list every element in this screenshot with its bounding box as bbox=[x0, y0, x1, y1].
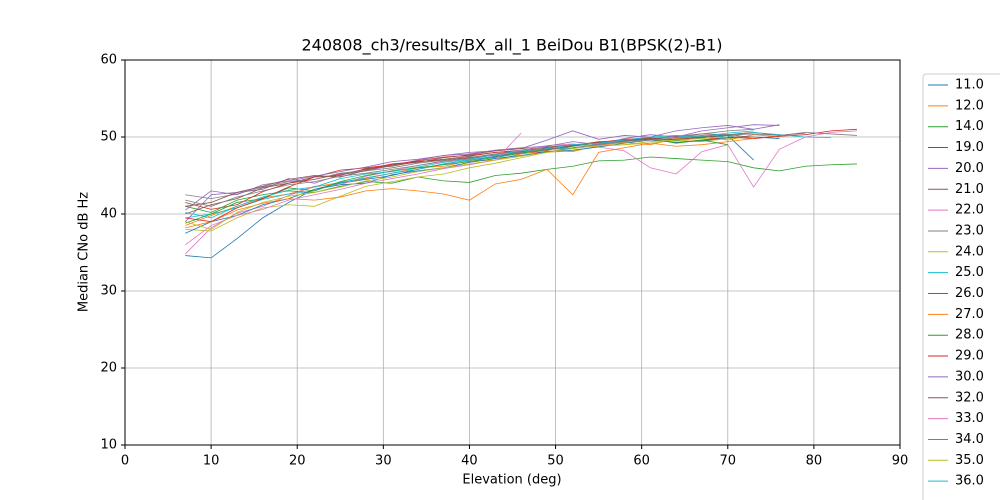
y-tick-label: 30 bbox=[100, 284, 117, 299]
x-tick-label: 0 bbox=[121, 454, 129, 469]
legend-label: 23.0 bbox=[955, 223, 984, 238]
series-line bbox=[184, 130, 857, 255]
x-tick-label: 60 bbox=[633, 454, 650, 469]
legend-label: 28.0 bbox=[955, 328, 984, 343]
x-tick-label: 70 bbox=[720, 454, 737, 469]
legend-label: 34.0 bbox=[955, 432, 984, 447]
y-tick-label: 60 bbox=[100, 53, 117, 68]
legend: 11.0 12.0 14.0 19.0 20.0 21.0 22.0 23.0 24.0 25.0… bbox=[922, 73, 1000, 500]
series-line bbox=[185, 131, 857, 207]
chart-title: 240808_ch3/results/BX_all_1 BeiDou B1(BP… bbox=[301, 36, 722, 56]
legend-label: 11.0 bbox=[955, 78, 984, 93]
y-tick-label: 40 bbox=[100, 207, 117, 222]
legend-label: 35.0 bbox=[955, 453, 984, 468]
legend-label: 32.0 bbox=[955, 390, 984, 405]
x-tick-label: 20 bbox=[289, 454, 306, 469]
series-line bbox=[185, 138, 754, 229]
x-tick-label: 10 bbox=[203, 454, 220, 469]
x-tick-label: 40 bbox=[461, 454, 478, 469]
legend-label: 33.0 bbox=[955, 411, 984, 426]
series-line bbox=[185, 132, 522, 246]
x-tick-label: 80 bbox=[806, 454, 823, 469]
legend-label: 26.0 bbox=[955, 286, 984, 301]
series-line bbox=[185, 135, 754, 207]
legend-label: 20.0 bbox=[955, 161, 984, 176]
legend-label: 36.0 bbox=[955, 474, 984, 489]
legend-label: 12.0 bbox=[955, 98, 984, 113]
legend-label: 27.0 bbox=[955, 307, 984, 322]
series-line bbox=[185, 136, 728, 230]
legend-label: 30.0 bbox=[955, 369, 984, 384]
x-tick-label: 90 bbox=[892, 454, 909, 469]
legend-label: 22.0 bbox=[955, 203, 984, 218]
series-line bbox=[185, 156, 857, 213]
series-line bbox=[185, 130, 754, 219]
legend-label: 21.0 bbox=[955, 182, 984, 197]
legend-label: 29.0 bbox=[955, 349, 984, 364]
x-axis-label: Elevation (deg) bbox=[462, 473, 561, 488]
x-tick-label: 30 bbox=[375, 454, 392, 469]
legend-label: 19.0 bbox=[955, 140, 984, 155]
legend-frame bbox=[922, 73, 1000, 500]
legend-label: 14.0 bbox=[955, 119, 984, 134]
series-line bbox=[185, 136, 754, 232]
y-tick-label: 20 bbox=[100, 361, 117, 376]
plot-frame bbox=[124, 59, 901, 446]
y-axis-label: Median CNo dB Hz bbox=[77, 192, 92, 312]
y-tick-label: 50 bbox=[100, 130, 117, 145]
x-tick-label: 50 bbox=[547, 454, 564, 469]
legend-label: 25.0 bbox=[955, 265, 984, 280]
y-tick-label: 10 bbox=[100, 438, 117, 453]
legend-label: 24.0 bbox=[955, 244, 984, 259]
